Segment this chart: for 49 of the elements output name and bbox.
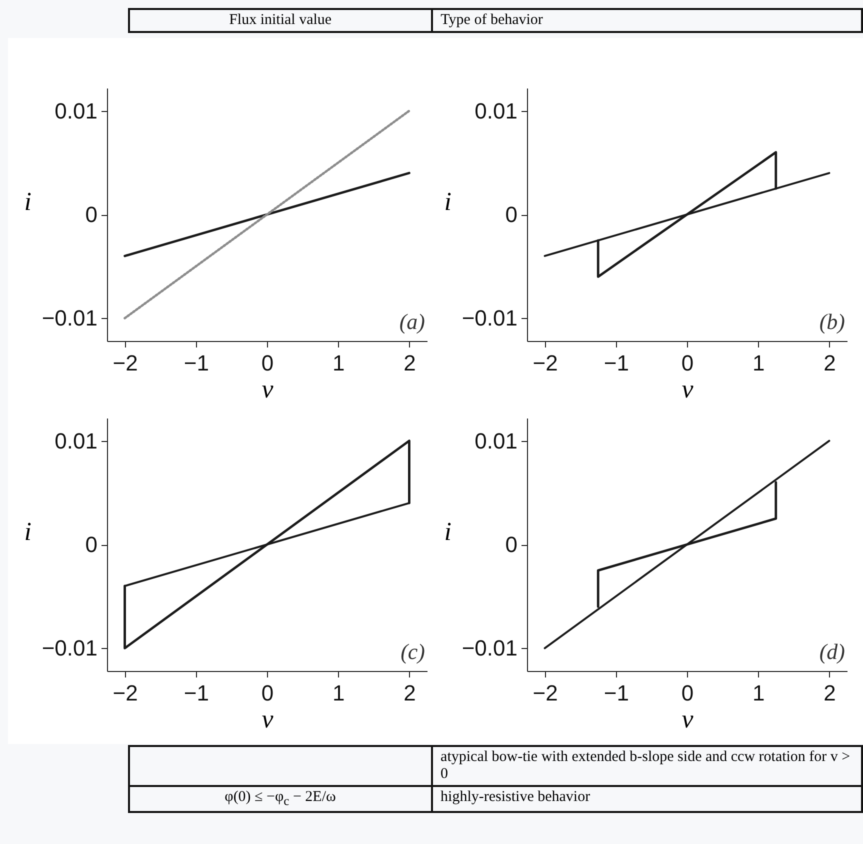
x-tick-label: −2 <box>112 680 138 706</box>
annotation: (c) <box>400 639 425 664</box>
x-tick-label: −1 <box>184 350 209 376</box>
text: highly-resistive behavior <box>432 786 862 812</box>
y-tick-label: −0.01 <box>462 306 518 331</box>
y-tick-label: 0 <box>85 532 98 557</box>
y-axis-title: i <box>24 187 32 216</box>
y-tick-label: 0 <box>505 532 518 557</box>
x-axis-title: v <box>682 374 694 404</box>
x-tick-label: 2 <box>404 350 416 376</box>
y-axis-title: i <box>24 517 32 546</box>
annotation: (b) <box>819 309 845 334</box>
y-tick-label: 0 <box>505 202 518 227</box>
x-axis-title: v <box>262 704 274 734</box>
text: atypical bow-tie with extended b-slope side and ccw rotation for v > 0 <box>432 746 862 786</box>
annotation: (d) <box>819 639 845 664</box>
y-tick-label: −0.01 <box>42 636 98 661</box>
x-axis-title: v <box>682 704 694 734</box>
y-tick-label: 0.01 <box>474 98 518 124</box>
x-tick-label: 0 <box>261 680 274 706</box>
y-tick-label: 0.01 <box>54 98 98 124</box>
text: φ(0) ≤ −φ$_{c}$ − 2E/ω <box>129 786 432 812</box>
y-tick-label: 0.01 <box>474 428 518 454</box>
text: Flux initial value <box>129 9 432 32</box>
x-tick-label: 2 <box>824 350 836 376</box>
x-tick-label: 1 <box>752 350 765 376</box>
x-tick-label: −2 <box>112 350 138 376</box>
x-tick-label: −1 <box>604 680 629 706</box>
x-tick-label: −2 <box>532 680 558 706</box>
x-tick-label: 0 <box>681 350 694 376</box>
x-tick-label: 2 <box>824 680 836 706</box>
x-tick-label: −2 <box>532 350 558 376</box>
x-tick-label: 0 <box>261 350 274 376</box>
y-tick-label: −0.01 <box>462 636 518 661</box>
y-tick-label: 0 <box>85 202 98 227</box>
y-tick-label: 0.01 <box>54 428 98 454</box>
x-tick-label: 2 <box>404 680 416 706</box>
x-tick-label: 0 <box>681 680 694 706</box>
y-tick-label: −0.01 <box>42 306 98 331</box>
y-axis-title: i <box>444 187 452 216</box>
y-axis-title: i <box>444 517 452 546</box>
text: Type of behavior <box>432 9 862 32</box>
x-axis-title: v <box>262 374 274 404</box>
x-tick-label: −1 <box>604 350 629 376</box>
x-tick-label: −1 <box>184 680 209 706</box>
annotation: (a) <box>399 309 425 334</box>
x-tick-label: 1 <box>332 680 345 706</box>
x-tick-label: 1 <box>752 680 765 706</box>
x-tick-label: 1 <box>332 350 345 376</box>
